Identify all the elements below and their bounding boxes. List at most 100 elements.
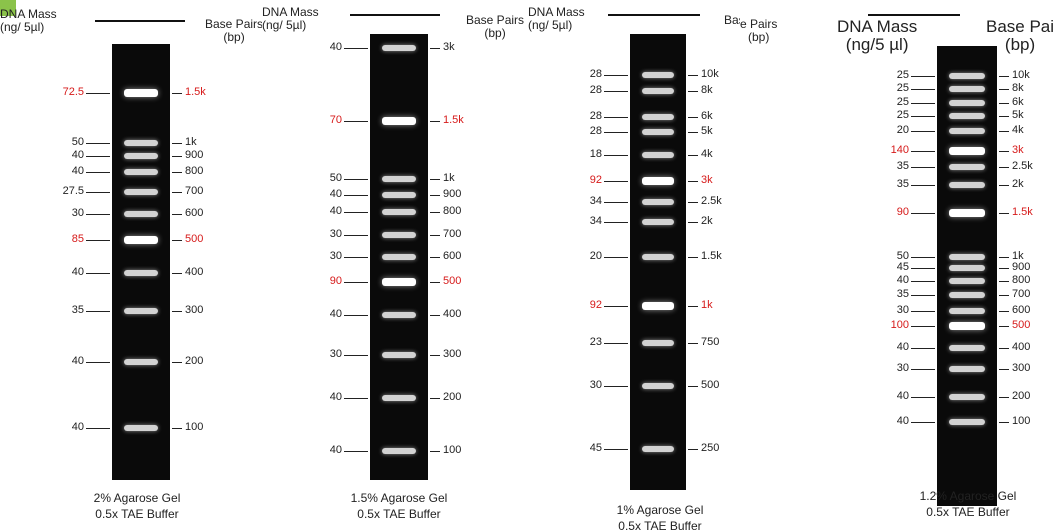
bp-tick [172, 93, 182, 94]
gel-band [949, 86, 985, 92]
mass-tick [86, 192, 110, 193]
base-pair-label: 700 [185, 185, 204, 197]
gel-band [642, 254, 674, 260]
dna-mass-label: 90 [329, 275, 342, 287]
base-pair-label: 3k [443, 41, 455, 53]
mass-tick [344, 212, 368, 213]
mass-tick [911, 76, 935, 77]
gel-band [124, 211, 158, 217]
gel-band [124, 153, 158, 159]
base-pair-label: 10k [701, 68, 719, 80]
mass-tick [604, 75, 628, 76]
dna-mass-label: 40 [71, 266, 84, 278]
mass-tick [911, 185, 935, 186]
mass-tick [344, 282, 368, 283]
dna-mass-label: 30 [589, 379, 602, 391]
base-pair-label: 500 [701, 379, 720, 391]
mass-tick [86, 172, 110, 173]
base-pair-label: 300 [443, 348, 462, 360]
base-pair-label: 6k [701, 110, 713, 122]
well-line [95, 20, 185, 22]
mass-tick [344, 121, 368, 122]
gel-band [124, 270, 158, 276]
dna-mass-label: 30 [71, 207, 84, 219]
mass-tick [604, 181, 628, 182]
gel-panel-2-percent: DNA Mass (ng/ 5µl) Base Pairs (bp) 72.5 1.5… [0, 0, 262, 532]
bp-tick [999, 348, 1009, 349]
dna-mass-label: 18 [589, 148, 602, 160]
gel-band [382, 232, 416, 238]
gel-band [124, 189, 158, 195]
mass-tick [911, 311, 935, 312]
gel-band [949, 164, 985, 170]
gel-band [949, 182, 985, 188]
dna-mass-label: 25 [896, 96, 909, 108]
mass-tick [86, 143, 110, 144]
base-pair-label: 900 [185, 149, 204, 161]
dna-mass-label: 20 [896, 124, 909, 136]
dna-mass-label: 40 [896, 341, 909, 353]
mass-tick [86, 273, 110, 274]
mass-tick [911, 326, 935, 327]
gel-band [642, 152, 674, 158]
dna-mass-label: 35 [71, 304, 84, 316]
corner-accent [0, 0, 16, 16]
dna-mass-label: 70 [329, 114, 342, 126]
base-pair-label: 1.5k [185, 86, 206, 98]
dna-mass-label: 25 [896, 109, 909, 121]
base-pair-label: 1.5k [1012, 206, 1033, 218]
bp-tick [999, 311, 1009, 312]
bp-tick [688, 386, 698, 387]
mass-tick [344, 315, 368, 316]
bp-tick [172, 240, 182, 241]
gel-band [382, 45, 416, 51]
dna-mass-header: DNA Mass (ng/ 5µl) [528, 5, 585, 32]
gel-lane [630, 34, 686, 490]
base-pair-label: 100 [1012, 415, 1031, 427]
base-pair-label: 700 [443, 228, 462, 240]
dna-mass-label: 35 [896, 160, 909, 172]
gel-band [642, 302, 674, 310]
dna-mass-label: 40 [71, 165, 84, 177]
gel-band [642, 446, 674, 452]
gel-band [124, 169, 158, 175]
gel-band [382, 192, 416, 198]
gel-band [124, 308, 158, 314]
mass-tick [604, 202, 628, 203]
dna-mass-label: 23 [589, 336, 602, 348]
mass-tick [344, 48, 368, 49]
gel-band [949, 209, 985, 217]
mass-tick [604, 449, 628, 450]
mass-tick [344, 195, 368, 196]
mass-tick [911, 397, 935, 398]
bp-tick [688, 181, 698, 182]
dna-mass-label: 34 [589, 215, 602, 227]
dna-mass-label: 20 [589, 250, 602, 262]
base-pair-label: 200 [443, 391, 462, 403]
gel-band [949, 73, 985, 79]
gel-caption: 1.5% Agarose Gel 0.5x TAE Buffer [350, 491, 448, 522]
bp-tick [999, 213, 1009, 214]
mass-tick [86, 311, 110, 312]
base-pair-label: 600 [1012, 304, 1031, 316]
gel-band [642, 129, 674, 135]
base-pair-label: 1.5k [701, 250, 722, 262]
bp-tick [172, 311, 182, 312]
gel-band [124, 236, 158, 244]
mass-tick [604, 132, 628, 133]
gel-lane [112, 44, 170, 480]
base-pair-label: 200 [185, 355, 204, 367]
dna-mass-label: 40 [71, 149, 84, 161]
base-pair-label: 300 [1012, 362, 1031, 374]
dna-mass-label: 50 [329, 172, 342, 184]
base-pair-label: 200 [1012, 390, 1031, 402]
bp-tick [999, 76, 1009, 77]
mass-tick [604, 306, 628, 307]
bp-tick [999, 185, 1009, 186]
base-pair-label: 1k [701, 299, 713, 311]
dna-mass-label: 28 [589, 68, 602, 80]
gel-band [642, 177, 674, 185]
gel-band [949, 308, 985, 314]
base-pair-label: 4k [1012, 124, 1024, 136]
gel-band [382, 278, 416, 286]
